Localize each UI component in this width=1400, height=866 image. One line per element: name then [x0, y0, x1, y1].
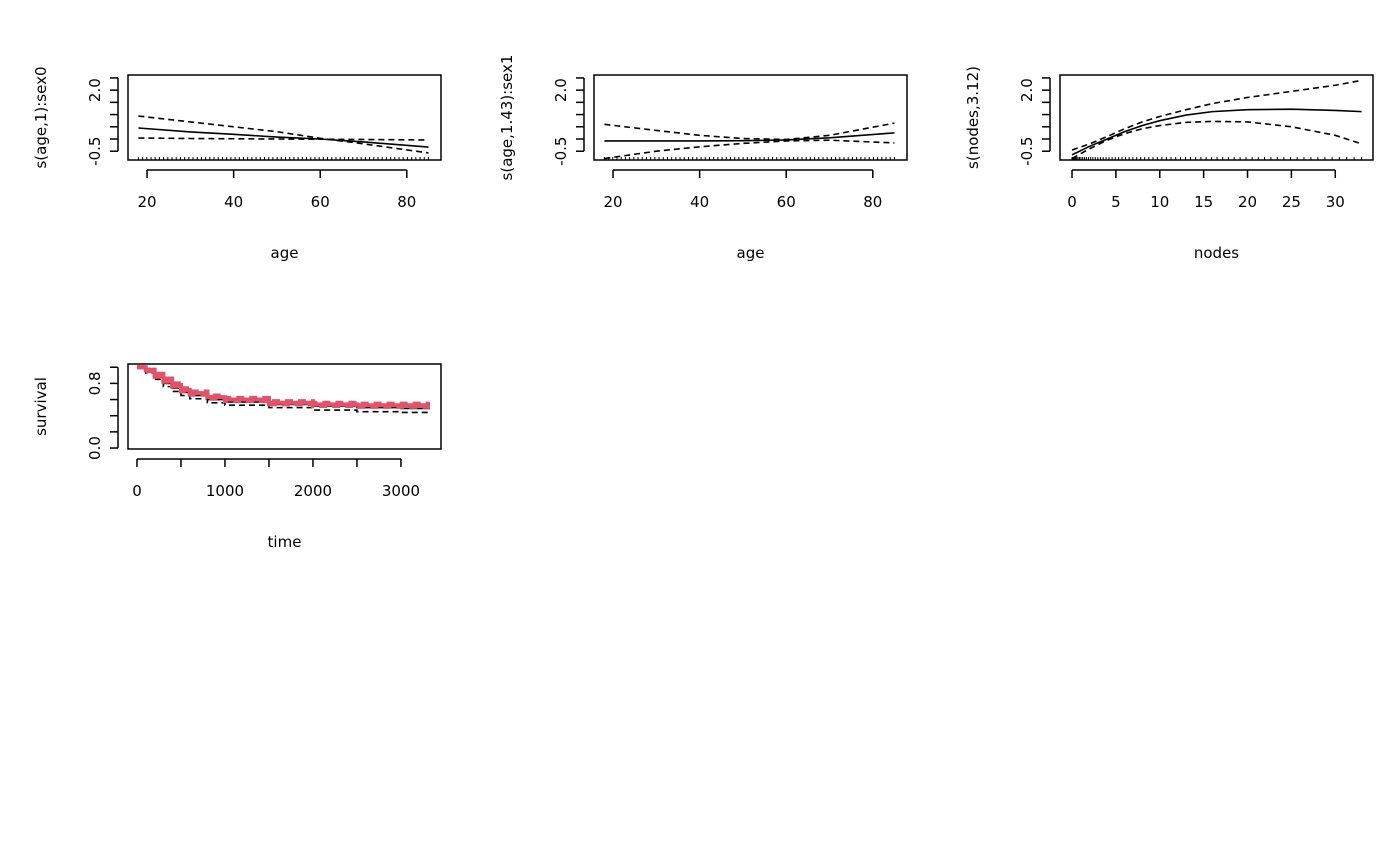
y-tick-label: -0.5	[86, 137, 104, 166]
x-axis: 20 40 60 80	[604, 169, 882, 211]
x-tick-label: 0	[1067, 193, 1077, 211]
series-line-4	[136, 365, 431, 408]
y-axis: -0.5 2.0	[552, 77, 585, 166]
x-tick-label: 20	[1238, 193, 1257, 211]
series-line-3	[138, 137, 429, 141]
series-line-1	[138, 127, 429, 148]
y-axis-label: survival	[32, 377, 50, 436]
x-tick-label: 5	[1111, 193, 1121, 211]
x-tick-label: 60	[777, 193, 796, 211]
x-tick-label: 1000	[206, 482, 244, 500]
x-tick-label: 15	[1194, 193, 1213, 211]
x-axis-label: time	[268, 533, 302, 551]
plot-frame	[1059, 74, 1374, 161]
x-axis: 0 1000 2000 3000	[132, 458, 420, 500]
y-axis: 0.0 0.8	[86, 366, 119, 460]
y-tick-label: 2.0	[1018, 78, 1036, 102]
series-line-1	[604, 132, 895, 142]
x-tick-label: 20	[138, 193, 157, 211]
series-line-3	[604, 139, 895, 160]
x-tick-label: 80	[397, 193, 416, 211]
series-line-1	[1071, 108, 1362, 156]
y-axis-label: s(age,1):sex0	[32, 66, 50, 168]
x-tick-label: 40	[690, 193, 709, 211]
x-tick-label: 3000	[382, 482, 420, 500]
panel-2: 20 40 60 80 -0.5 2.0 age s(age,1.43):sex1	[498, 55, 908, 262]
x-axis: 20 40 60 80	[138, 169, 416, 211]
series-line-2	[138, 115, 429, 154]
series-line-3	[1071, 120, 1362, 160]
panel-1: 20 40 60 80 -0.5 2.0 age s(age,1):sex0	[32, 66, 442, 262]
panel-3: 0 5 10 15 20 25 30 -0.5 2.0 nodes s(nodes,3.12)	[964, 66, 1374, 262]
y-tick-label: 0.0	[86, 436, 104, 460]
x-axis-label: nodes	[1194, 244, 1239, 262]
panel-4: 0 1000 2000 3000 0.0 0.8 time survival	[32, 363, 442, 551]
y-tick-label: 2.0	[86, 78, 104, 102]
plot-frame	[127, 363, 442, 450]
x-tick-label: 40	[224, 193, 243, 211]
series-line-2	[1071, 79, 1362, 151]
y-tick-label: -0.5	[1018, 137, 1036, 166]
series-line-3	[136, 366, 431, 414]
x-tick-label: 25	[1282, 193, 1301, 211]
x-tick-label: 20	[604, 193, 623, 211]
y-tick-label: 0.8	[86, 371, 104, 395]
plot-frame	[127, 74, 442, 161]
y-axis-label: s(age,1.43):sex1	[498, 55, 516, 181]
x-axis-label: age	[737, 244, 765, 262]
x-tick-label: 60	[311, 193, 330, 211]
series-line-6	[136, 365, 431, 409]
y-axis: -0.5 2.0	[86, 77, 119, 166]
y-axis-label: s(nodes,3.12)	[964, 66, 982, 169]
x-tick-label: 10	[1150, 193, 1169, 211]
x-tick-label: 80	[863, 193, 882, 211]
x-axis: 0 5 10 15 20 25 30	[1067, 169, 1345, 211]
x-axis-label: age	[271, 244, 299, 262]
plot-frame	[593, 74, 908, 161]
y-tick-label: 2.0	[552, 78, 570, 102]
x-tick-label: 2000	[294, 482, 332, 500]
y-axis: -0.5 2.0	[1018, 77, 1051, 166]
y-tick-label: -0.5	[552, 137, 570, 166]
x-tick-label: 0	[132, 482, 142, 500]
series-line-2	[604, 122, 895, 141]
x-tick-label: 30	[1326, 193, 1345, 211]
